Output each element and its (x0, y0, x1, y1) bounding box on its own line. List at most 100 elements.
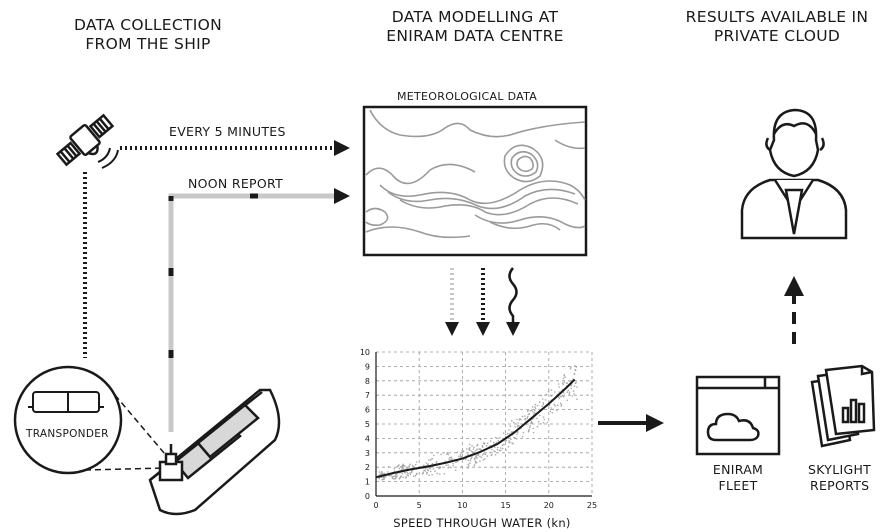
signal-waves-icon (97, 147, 119, 169)
scatter-point (550, 395, 553, 397)
scatter-point (570, 384, 572, 387)
scatter-point (400, 475, 403, 477)
fleet-window-icon (695, 375, 781, 456)
scatter-point (473, 457, 476, 460)
scatter-point (396, 475, 398, 478)
scatter-point (381, 472, 384, 475)
scatter-point (530, 409, 533, 412)
user-person-icon (740, 108, 848, 240)
scatter-point (443, 473, 446, 475)
stage-header-line1: RESULTS AVAILABLE IN (685, 8, 869, 26)
scatter-point (520, 418, 522, 421)
scatter-point (516, 426, 519, 428)
scatter-point (534, 407, 537, 410)
x-tick-label: 20 (544, 501, 554, 510)
scatter-point (553, 403, 556, 406)
zoom-line-bottom (84, 467, 166, 471)
scatter-point (473, 446, 475, 449)
scatter-point (526, 417, 529, 419)
fitted-curve (375, 378, 576, 479)
scatter-point (542, 421, 545, 424)
scatter-point (575, 366, 578, 368)
scatter-point (382, 476, 385, 479)
scatter-point (542, 403, 545, 406)
y-tick-label: 1 (365, 478, 370, 487)
fleet-label: ENIRAM FLEET (700, 462, 776, 494)
scatter-point (429, 470, 432, 473)
scatter-point (402, 466, 405, 468)
scatter-point (392, 475, 395, 478)
scatter-point (538, 401, 541, 403)
met-map-contours (365, 109, 586, 239)
scatter-point (477, 453, 480, 456)
scatter-point (542, 416, 545, 418)
scatter-point (560, 404, 563, 406)
scatter-point (532, 431, 535, 434)
scatter-point (563, 395, 565, 398)
scatter-point (449, 456, 451, 459)
scatter-point (527, 415, 529, 418)
scatter-point (406, 471, 408, 474)
scatter-point (415, 461, 418, 463)
scatter-point (378, 477, 380, 480)
scatter-point (470, 450, 473, 453)
stage-header-line2: ENIRAM DATA CENTRE (386, 27, 564, 45)
scatter-point (383, 472, 386, 475)
scatter-point (433, 454, 435, 457)
scatter-point (570, 366, 572, 369)
y-tick-label: 4 (365, 434, 370, 443)
down-arrow-wavy-line (508, 267, 518, 324)
stage-header-line2: PRIVATE CLOUD (713, 27, 841, 45)
x-tick-label: 0 (373, 501, 378, 510)
scatter-point (403, 464, 405, 467)
scatter-point (543, 418, 546, 421)
transponder-device-icon (28, 391, 104, 413)
down-arrow-grey-head (445, 322, 459, 336)
noon-report-label: NOON REPORT (188, 176, 284, 191)
scatter-point (411, 464, 414, 467)
up-arrowhead (784, 276, 804, 296)
scatter-point (500, 449, 502, 452)
scatter-point (574, 369, 577, 372)
scatter-point (414, 475, 417, 477)
scatter-point (544, 399, 547, 401)
scatter-point (452, 465, 455, 467)
stage-header-results: RESULTS AVAILABLE IN PRIVATE CLOUD (672, 8, 882, 46)
scatter-point (533, 412, 535, 414)
scatter-point (421, 472, 424, 475)
scatter-point (415, 473, 418, 476)
scatter-point (534, 403, 537, 406)
scatter-point (427, 459, 430, 461)
scatter-point (508, 429, 510, 431)
scatter-point (567, 389, 570, 392)
x-tick-label: 5 (417, 501, 422, 510)
scatter-point (496, 448, 499, 451)
scatter-point (395, 473, 398, 476)
scatter-point (431, 473, 433, 476)
y-tick-label: 5 (365, 420, 370, 429)
scatter-point (573, 373, 576, 375)
met-data-title: METEOROLOGICAL DATA (397, 90, 538, 103)
scatter-point (572, 390, 575, 392)
satellite-icon (55, 113, 115, 167)
scatter-point (387, 466, 390, 468)
scatter-point (531, 406, 534, 408)
scatter-point (540, 423, 542, 425)
scatter-point (467, 453, 469, 456)
scatter-point (409, 463, 412, 466)
scatter-point (495, 441, 498, 444)
scatter-point (486, 442, 489, 445)
scatter-point (469, 449, 471, 452)
scatter-point (505, 449, 507, 451)
scatter-point (476, 448, 478, 451)
scatter-point (508, 440, 510, 442)
scatter-point (536, 417, 538, 420)
scatter-point (534, 406, 536, 408)
scatter-point (534, 409, 536, 412)
scatter-point (512, 442, 514, 445)
scatter-point (399, 466, 402, 468)
scatter-point (409, 472, 412, 474)
scatter-point (570, 387, 572, 390)
scatter-point (496, 446, 499, 449)
scatter-point (405, 466, 408, 469)
